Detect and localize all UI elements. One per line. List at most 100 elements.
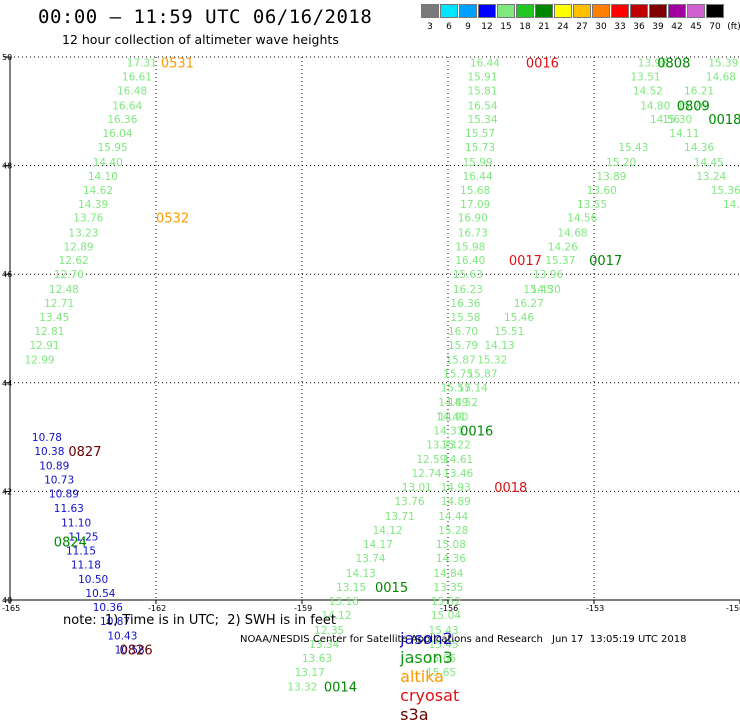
swh-point-cryosat: 14.44 — [438, 511, 468, 523]
swh-point-cryosat: 15.73 — [465, 142, 495, 154]
legend-label-6: 6 — [446, 22, 452, 32]
swh-point-cryosat: 15.57 — [441, 383, 471, 395]
swh-point-cryosat: 15.52 — [431, 596, 461, 608]
swh-point-jason3: 14.36 — [684, 142, 714, 154]
swh-point-cryosat: 15.58 — [450, 312, 480, 324]
footer-credit: NOAA/NESDIS Center for Satellite Applica… — [240, 634, 543, 645]
legend-label-27: 27 — [576, 22, 588, 32]
swh-point-jason2: 11.18 — [71, 560, 101, 572]
legend-swatch-30 — [592, 4, 610, 18]
swh-point-altika: 12.62 — [59, 255, 89, 267]
swh-point-jason3: 13.32 — [287, 681, 317, 693]
legend-swatch-12 — [478, 4, 496, 18]
legend-label-15: 15 — [500, 22, 512, 32]
swh-point-cryosat: 15.75 — [443, 369, 473, 381]
swh-point-jason2: 10.89 — [39, 460, 69, 472]
swh-point-cryosat: 16.73 — [458, 227, 488, 239]
swh-point-jason3: 13.16 — [329, 596, 359, 608]
swh-point-cryosat: 15.68 — [460, 185, 490, 197]
swh-point-cryosat: 16.70 — [448, 326, 478, 338]
swh-point-jason3: 15.37 — [545, 255, 575, 267]
swh-point-altika: 12.71 — [44, 298, 74, 310]
swh-point-altika: 12.99 — [25, 354, 55, 366]
y-tick-label: 44 — [2, 379, 12, 388]
swh-point-jason3: 13.73 — [426, 440, 456, 452]
x-tick-label: -159 — [294, 604, 312, 613]
swh-point-altika: 16.04 — [102, 128, 132, 140]
swh-point-jason3: 13.34 — [309, 639, 339, 651]
swh-point-jason3: 13.15 — [336, 582, 366, 594]
legend-label-33: 33 — [614, 22, 626, 32]
y-tick-label: 48 — [2, 162, 12, 171]
legend-label-39: 39 — [652, 22, 664, 32]
swh-point-jason3: 13.24 — [696, 171, 726, 183]
swh-point-cryosat: 16.90 — [458, 213, 488, 225]
x-tick-label: -165 — [2, 604, 20, 613]
swh-point-jason3: 14.56 — [650, 114, 680, 126]
swh-point-altika: 14.10 — [88, 171, 118, 183]
swh-point-cryosat: 16.44 — [470, 57, 500, 69]
swh-point-cryosat: 17.09 — [460, 199, 490, 211]
swh-point-jason3: 15.43 — [618, 142, 648, 154]
legend-swatch-9 — [459, 4, 477, 18]
swh-point-jason2: 10.87 — [100, 616, 130, 628]
swh-point-jason2: 10.43 — [107, 630, 137, 642]
swh-point-jason3: 15.76 — [677, 100, 707, 112]
swh-point-jason3: 14.80 — [640, 100, 670, 112]
swh-point-jason3: 14.68 — [706, 72, 736, 84]
pass-time-label-altika: 0531 — [161, 56, 194, 71]
chart-title: 00:00 – 11:59 UTC 06/16/2018 — [38, 6, 373, 28]
swh-point-jason3: 12.59 — [416, 454, 446, 466]
swh-point-cryosat: 14.61 — [443, 454, 473, 466]
swh-point-jason3: 15.39 — [708, 57, 738, 69]
swh-point-jason3: 13.76 — [394, 496, 424, 508]
swh-point-jason3: 15.36 — [711, 185, 740, 197]
swh-point-jason3: 13.51 — [631, 72, 661, 84]
swh-point-altika: 12.70 — [54, 269, 84, 281]
swh-point-cryosat: 15.63 — [453, 269, 483, 281]
swh-point-cryosat: 14.89 — [441, 496, 471, 508]
y-tick-label: 50 — [2, 53, 12, 62]
legend-label-9: 9 — [465, 22, 471, 32]
swh-point-cryosat: 15.91 — [467, 72, 497, 84]
pass-time-label-jason3: 0824 — [54, 535, 87, 550]
x-tick-label: -153 — [586, 604, 604, 613]
chart-subtitle: 12 hour collection of altimeter wave hei… — [62, 32, 339, 47]
swh-point-cryosat: 14.84 — [433, 568, 463, 580]
legend-swatch-70 — [706, 4, 724, 18]
swh-point-jason3: 14.68 — [558, 227, 588, 239]
swh-point-altika: 12.48 — [49, 284, 79, 296]
swh-point-jason3: 14.56 — [567, 213, 597, 225]
x-tick-label: -150 — [726, 604, 740, 613]
swh-point-jason3: 13.60 — [587, 185, 617, 197]
legend-swatch-24 — [554, 4, 572, 18]
swh-point-altika: 13.76 — [73, 213, 103, 225]
swh-point-jason3: 14.12 — [321, 610, 351, 622]
swh-point-jason2: 10.36 — [93, 602, 123, 614]
legend-swatch-39 — [649, 4, 667, 18]
legend-label-21: 21 — [538, 22, 550, 32]
legend-swatch-27 — [573, 4, 591, 18]
swh-point-jason3: 13.63 — [302, 653, 332, 665]
swh-point-cryosat: 16.23 — [453, 284, 483, 296]
swh-point-altika: 14.40 — [93, 157, 123, 169]
legend-label-30: 30 — [595, 22, 607, 32]
swh-point-jason2: 10.78 — [32, 432, 62, 444]
swh-point-jason3: 14.26 — [548, 242, 578, 254]
legend-swatch-33 — [611, 4, 629, 18]
swh-point-jason3: 14.11 — [669, 128, 699, 140]
swh-point-cryosat: 14.31 — [433, 426, 463, 438]
note-text: note: 1) Time is in UTC; 2) SWH is in fe… — [63, 613, 336, 628]
swh-point-jason2: 11.63 — [54, 503, 84, 515]
pass-time-label-cryosat: 0016 — [526, 56, 559, 71]
swh-point-cryosat: 15.22 — [441, 440, 471, 452]
pass-time-label-jason3: 0014 — [324, 680, 357, 695]
legend-label-45: 45 — [690, 22, 702, 32]
legend-swatch-15 — [497, 4, 515, 18]
satellite-label-s3a: s3a — [400, 705, 429, 724]
satellite-label-jason2: jason2 — [400, 629, 453, 648]
swh-point-jason3: 15.20 — [606, 157, 636, 169]
swh-point-cryosat: 16.36 — [450, 298, 480, 310]
swh-point-jason3: 15.45 — [523, 284, 553, 296]
swh-point-cryosat: 15.81 — [467, 86, 497, 98]
